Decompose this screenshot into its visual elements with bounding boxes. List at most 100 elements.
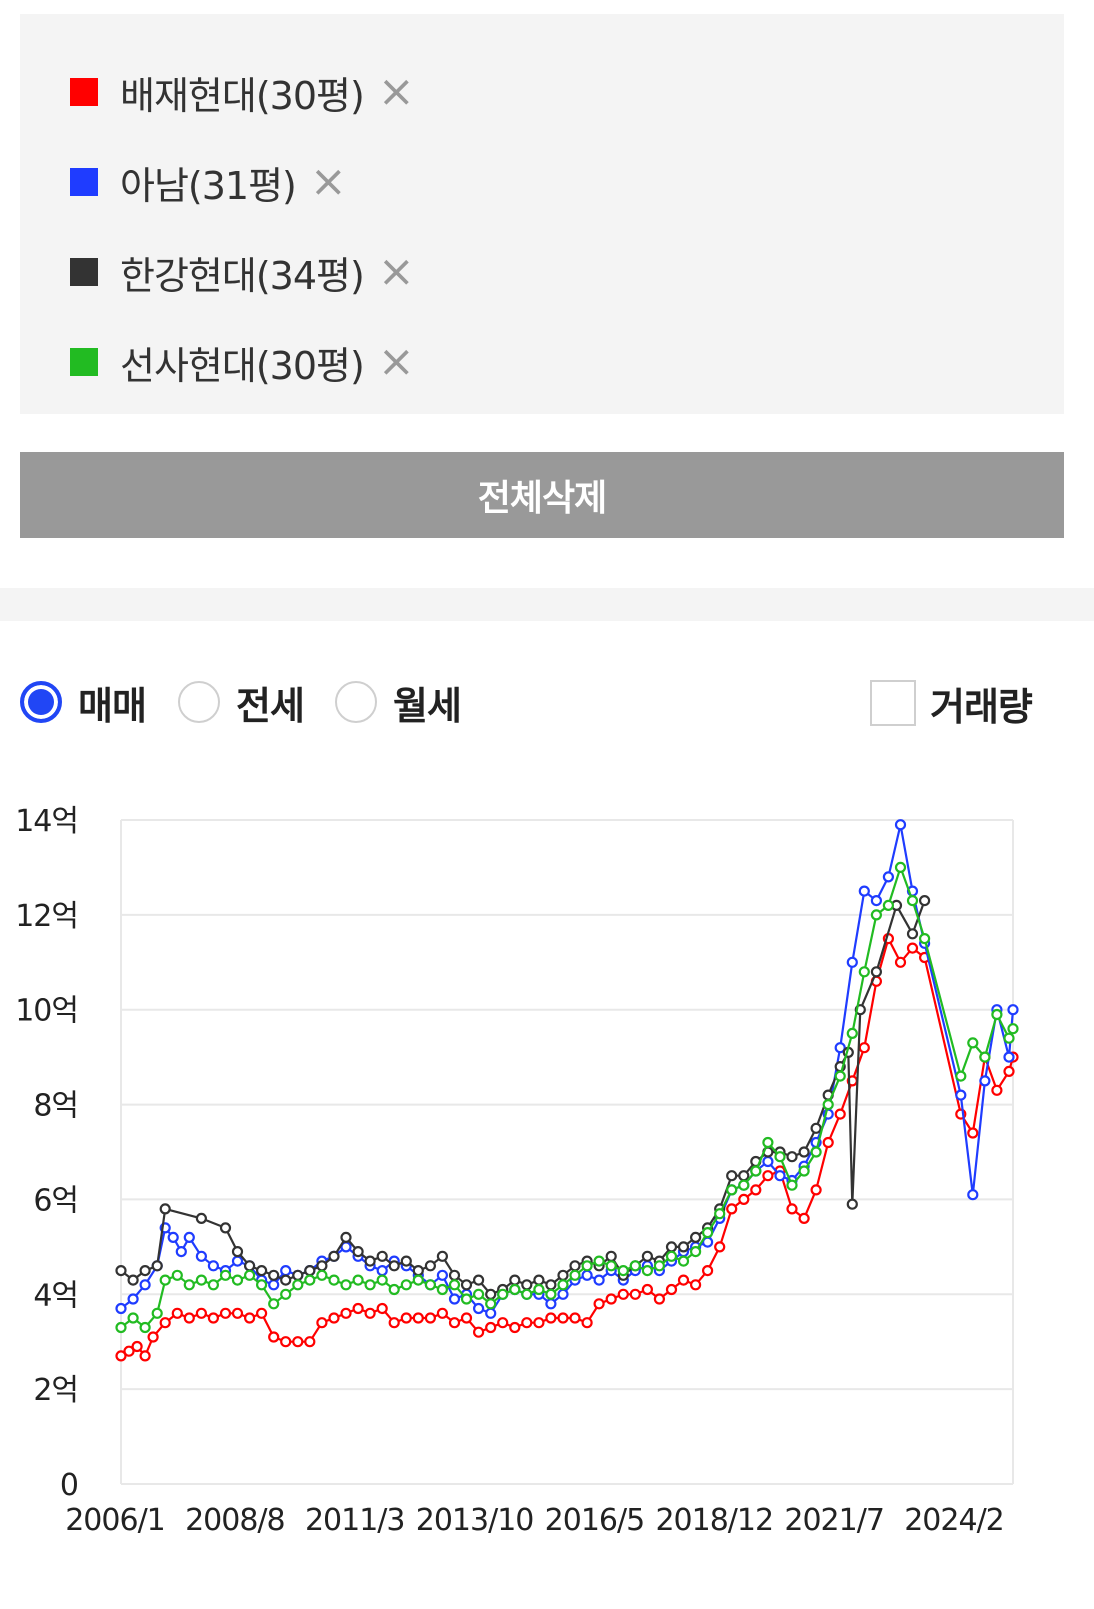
- data-point[interactable]: [557, 1312, 569, 1324]
- data-point[interactable]: [400, 1279, 412, 1291]
- data-point[interactable]: [376, 1250, 388, 1262]
- data-point[interactable]: [256, 1307, 268, 1319]
- data-point[interactable]: [147, 1331, 159, 1343]
- checkbox-icon[interactable]: [870, 680, 916, 726]
- data-point[interactable]: [219, 1222, 232, 1234]
- data-point[interactable]: [151, 1260, 163, 1272]
- data-point[interactable]: [1003, 1032, 1015, 1044]
- data-point[interactable]: [244, 1312, 256, 1324]
- data-point[interactable]: [231, 1255, 244, 1267]
- data-point[interactable]: [304, 1274, 316, 1286]
- data-point[interactable]: [167, 1231, 179, 1243]
- data-point[interactable]: [870, 966, 883, 978]
- data-point[interactable]: [316, 1317, 328, 1329]
- data-point[interactable]: [292, 1269, 304, 1281]
- data-point[interactable]: [870, 894, 883, 907]
- data-point[interactable]: [183, 1312, 195, 1324]
- data-point[interactable]: [485, 1321, 497, 1334]
- data-point[interactable]: [545, 1288, 557, 1300]
- data-point[interactable]: [533, 1283, 545, 1296]
- data-point[interactable]: [581, 1317, 593, 1329]
- data-point[interactable]: [557, 1269, 569, 1281]
- delete-all-button[interactable]: 전체삭제: [20, 452, 1064, 538]
- data-point[interactable]: [521, 1317, 533, 1329]
- radio-unselected-icon[interactable]: [335, 681, 377, 723]
- data-point[interactable]: [846, 1027, 858, 1039]
- data-point[interactable]: [195, 1212, 207, 1224]
- data-point[interactable]: [364, 1255, 376, 1267]
- data-point[interactable]: [448, 1293, 461, 1305]
- data-point[interactable]: [894, 819, 907, 831]
- data-point[interactable]: [171, 1307, 183, 1319]
- data-point[interactable]: [521, 1279, 533, 1291]
- data-point[interactable]: [460, 1312, 473, 1324]
- data-point[interactable]: [509, 1283, 521, 1296]
- close-icon[interactable]: ×: [309, 156, 347, 207]
- data-point[interactable]: [364, 1279, 376, 1291]
- data-point[interactable]: [328, 1274, 340, 1286]
- data-point[interactable]: [846, 1198, 858, 1210]
- data-point[interactable]: [175, 1246, 187, 1258]
- data-point[interactable]: [894, 861, 907, 874]
- data-point[interactable]: [858, 1042, 870, 1054]
- data-point[interactable]: [304, 1336, 316, 1348]
- data-point[interactable]: [979, 1051, 991, 1063]
- data-point[interactable]: [460, 1279, 473, 1291]
- data-point[interactable]: [701, 1265, 714, 1277]
- data-point[interactable]: [894, 956, 907, 968]
- data-point[interactable]: [605, 1250, 617, 1262]
- data-point[interactable]: [665, 1241, 678, 1253]
- data-point[interactable]: [400, 1255, 412, 1267]
- data-point[interactable]: [629, 1288, 641, 1300]
- data-point[interactable]: [738, 1193, 750, 1205]
- data-point[interactable]: [653, 1260, 666, 1272]
- deal-type-monthly-rent-radio[interactable]: 월세: [335, 672, 462, 732]
- deal-type-jeonse-radio[interactable]: 전세: [178, 672, 305, 732]
- data-point[interactable]: [171, 1269, 183, 1281]
- data-point[interactable]: [726, 1203, 738, 1215]
- data-point[interactable]: [774, 1151, 786, 1163]
- data-point[interactable]: [689, 1279, 702, 1291]
- data-point[interactable]: [701, 1227, 714, 1239]
- data-point[interactable]: [786, 1179, 798, 1191]
- data-point[interactable]: [967, 1037, 979, 1049]
- data-point[interactable]: [424, 1279, 436, 1291]
- data-point[interactable]: [280, 1336, 292, 1348]
- data-point[interactable]: [183, 1279, 195, 1291]
- data-point[interactable]: [328, 1312, 340, 1324]
- data-point[interactable]: [979, 1075, 991, 1087]
- data-point[interactable]: [750, 1165, 762, 1177]
- data-point[interactable]: [304, 1265, 316, 1277]
- data-point[interactable]: [280, 1288, 292, 1300]
- data-point[interactable]: [127, 1312, 139, 1324]
- data-point[interactable]: [436, 1283, 448, 1296]
- data-point[interactable]: [798, 1165, 810, 1177]
- data-point[interactable]: [545, 1298, 557, 1310]
- data-point[interactable]: [822, 1099, 834, 1111]
- radio-unselected-icon[interactable]: [178, 681, 220, 723]
- data-point[interactable]: [762, 1136, 774, 1149]
- data-point[interactable]: [882, 871, 895, 883]
- data-point[interactable]: [714, 1208, 726, 1220]
- data-point[interactable]: [834, 1042, 846, 1054]
- data-point[interactable]: [1003, 1051, 1015, 1063]
- data-point[interactable]: [750, 1184, 762, 1196]
- data-point[interactable]: [364, 1307, 376, 1319]
- data-point[interactable]: [714, 1241, 726, 1253]
- data-point[interactable]: [340, 1231, 352, 1243]
- data-point[interactable]: [569, 1260, 581, 1272]
- data-point[interactable]: [207, 1260, 219, 1272]
- data-point[interactable]: [774, 1170, 786, 1182]
- data-point[interactable]: [605, 1293, 617, 1305]
- data-point[interactable]: [858, 966, 870, 978]
- data-point[interactable]: [195, 1274, 207, 1286]
- data-point[interactable]: [183, 1231, 195, 1243]
- data-point[interactable]: [918, 894, 931, 907]
- data-point[interactable]: [653, 1293, 666, 1305]
- data-point[interactable]: [139, 1321, 151, 1334]
- data-point[interactable]: [485, 1288, 497, 1300]
- data-point[interactable]: [822, 1136, 834, 1149]
- data-point[interactable]: [1007, 1023, 1019, 1035]
- data-point[interactable]: [376, 1302, 388, 1315]
- data-point[interactable]: [473, 1326, 485, 1338]
